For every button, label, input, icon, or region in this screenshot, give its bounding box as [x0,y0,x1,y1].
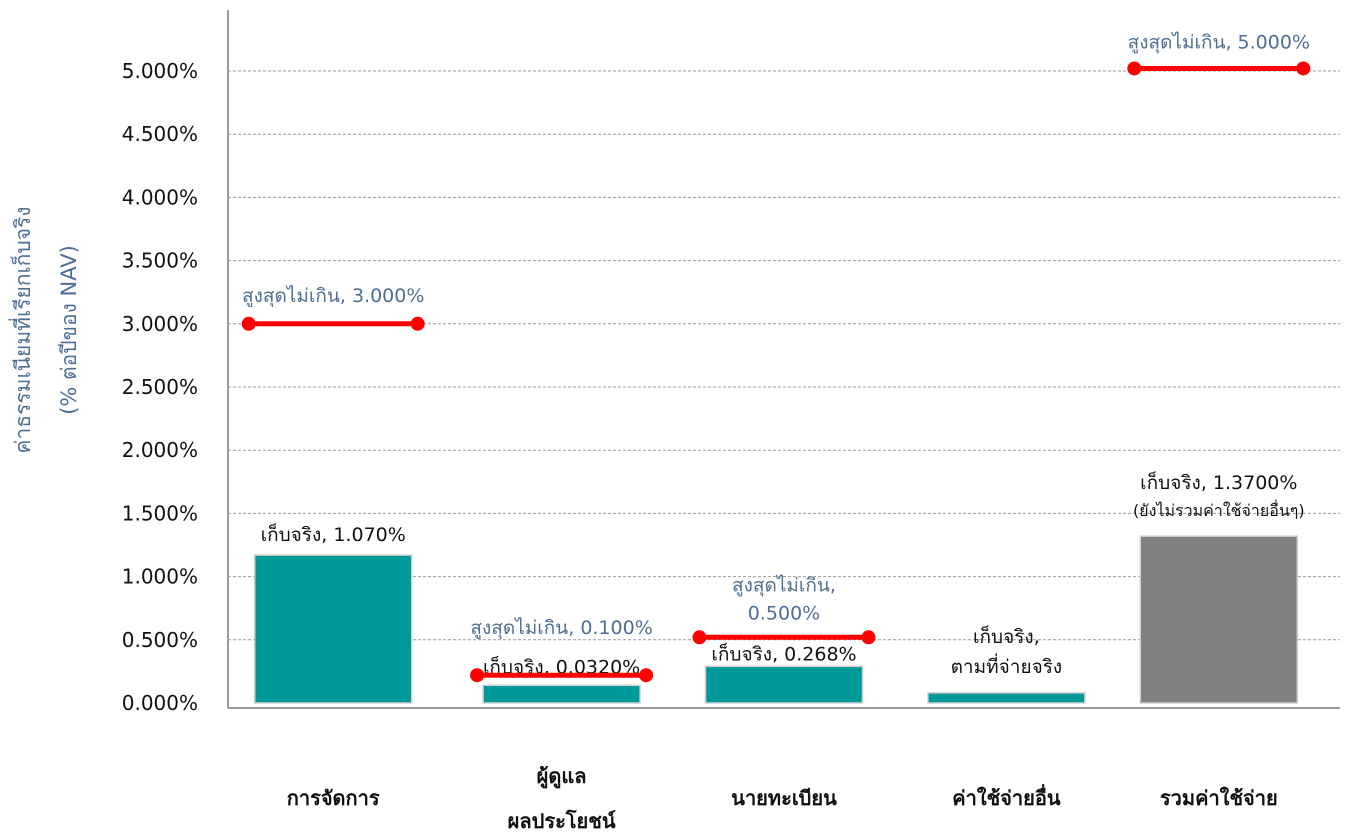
max-fee-label-1: สูงสุดไม่เกิน, 3.000% [242,285,424,308]
max-point-start-5 [1127,61,1142,76]
category-label-1: การจัดการ [287,786,380,810]
y-tick-label-8: 4.000% [122,185,198,209]
actual-fee-label-5-line-1: เก็บจริง, 1.3700% [1140,470,1297,494]
max-fee-label-5-line-1: สูงสุดไม่เกิน, 5.000% [1128,31,1310,54]
max-fee-label-5: สูงสุดไม่เกิน, 5.000% [1128,31,1310,54]
max-point-start-3 [692,630,707,645]
max-fee-label-1-line-1: สูงสุดไม่เกิน, 3.000% [242,285,424,308]
category-label-3: นายทะเบียน [731,786,837,810]
actual-fee-label-4-line-2: ตามที่จ่ายจริง [951,653,1063,678]
max-point-start-1 [241,316,256,331]
y-tick-label-0: 0.000% [122,691,198,715]
bar-5 [1139,535,1299,704]
y-tick-label-2: 1.000% [122,565,198,589]
y-axis-ticks: 0.000% 0.500% 1.000% 1.500% 2.000% 2.500% 3.00… [122,59,198,715]
max-point-end-5 [1296,61,1311,76]
bar-4 [927,692,1086,704]
actual-fee-label-3-line-1: เก็บจริง, 0.268% [711,641,856,665]
max-fee-label-3: สูงสุดไม่เกิน, 0.500% [732,574,836,624]
category-label-4-line-1: ค่าใช้จ่ายอื่น [952,783,1061,810]
category-label-5: รวมค่าใช้จ่าย [1160,786,1278,810]
category-label-4: ค่าใช้จ่ายอื่น [952,783,1061,810]
max-point-end-2 [639,668,654,683]
y-axis-title-line2: (% ต่อปีของ NAV) [57,245,81,415]
x-axis-categories: การจัดการ ผู้ดูแลผลประโยชน์ นายทะเบียน ค่าใ… [287,764,1278,833]
y-axis-title-line1: ค่าธรรมเนียมที่เรียกเก็บจริง [8,206,35,453]
bars [253,535,1299,704]
actual-fee-label-3: เก็บจริง, 0.268% [711,641,856,665]
category-label-2-line-1: ผู้ดูแล [537,764,587,790]
y-tick-label-9: 4.500% [122,122,198,146]
bar-3 [704,665,864,704]
y-tick-label-7: 3.500% [122,249,198,273]
y-tick-label-3: 1.500% [122,501,198,525]
actual-fee-label-5: เก็บจริง, 1.3700% (ยังไม่รวมค่าใช้จ่ายอื่… [1133,470,1305,520]
y-axis-title: ค่าธรรมเนียมที่เรียกเก็บจริง (% ต่อปีของ… [8,206,81,453]
max-fee-labels: สูงสุดไม่เกิน, 3.000% สูงสุดไม่เกิน, 0.10… [242,31,1310,640]
y-tick-label-10: 5.000% [122,59,198,83]
max-fee-label-2: สูงสุดไม่เกิน, 0.100% [470,617,652,640]
category-label-2: ผู้ดูแลผลประโยชน์ [508,764,616,833]
actual-fee-label-4: เก็บจริง, ตามที่จ่ายจริง [951,624,1063,678]
max-fee-label-3-line-2: 0.500% [748,602,820,624]
max-fee-label-2-line-1: สูงสุดไม่เกิน, 0.100% [470,617,652,640]
y-tick-label-1: 0.500% [122,628,198,652]
max-fee-markers [241,61,1311,683]
y-tick-label-5: 2.500% [122,375,198,399]
category-label-3-line-1: นายทะเบียน [731,786,837,810]
max-point-end-3 [861,630,876,645]
category-label-1-line-1: การจัดการ [287,786,380,810]
y-tick-label-6: 3.000% [122,312,198,336]
bar-2 [482,684,641,704]
max-point-end-1 [410,316,425,331]
max-fee-label-3-line-1: สูงสุดไม่เกิน, [732,574,836,597]
actual-fee-label-5-line-2: (ยังไม่รวมค่าใช้จ่ายอื่นๆ) [1133,499,1305,520]
actual-fee-label-4-line-1: เก็บจริง, [973,624,1040,648]
max-point-start-2 [470,668,485,683]
y-tick-label-4: 2.000% [122,438,198,462]
actual-fee-label-1: เก็บจริง, 1.070% [261,522,406,546]
bar-1 [253,554,413,704]
category-label-2-line-2: ผลประโยชน์ [508,809,616,833]
category-label-5-line-1: รวมค่าใช้จ่าย [1160,786,1278,810]
bar-labels: เก็บจริง, 1.070%เก็บจริง, 0.0320%เก็บจริ… [261,470,1305,678]
actual-fee-label-1-line-1: เก็บจริง, 1.070% [261,522,406,546]
